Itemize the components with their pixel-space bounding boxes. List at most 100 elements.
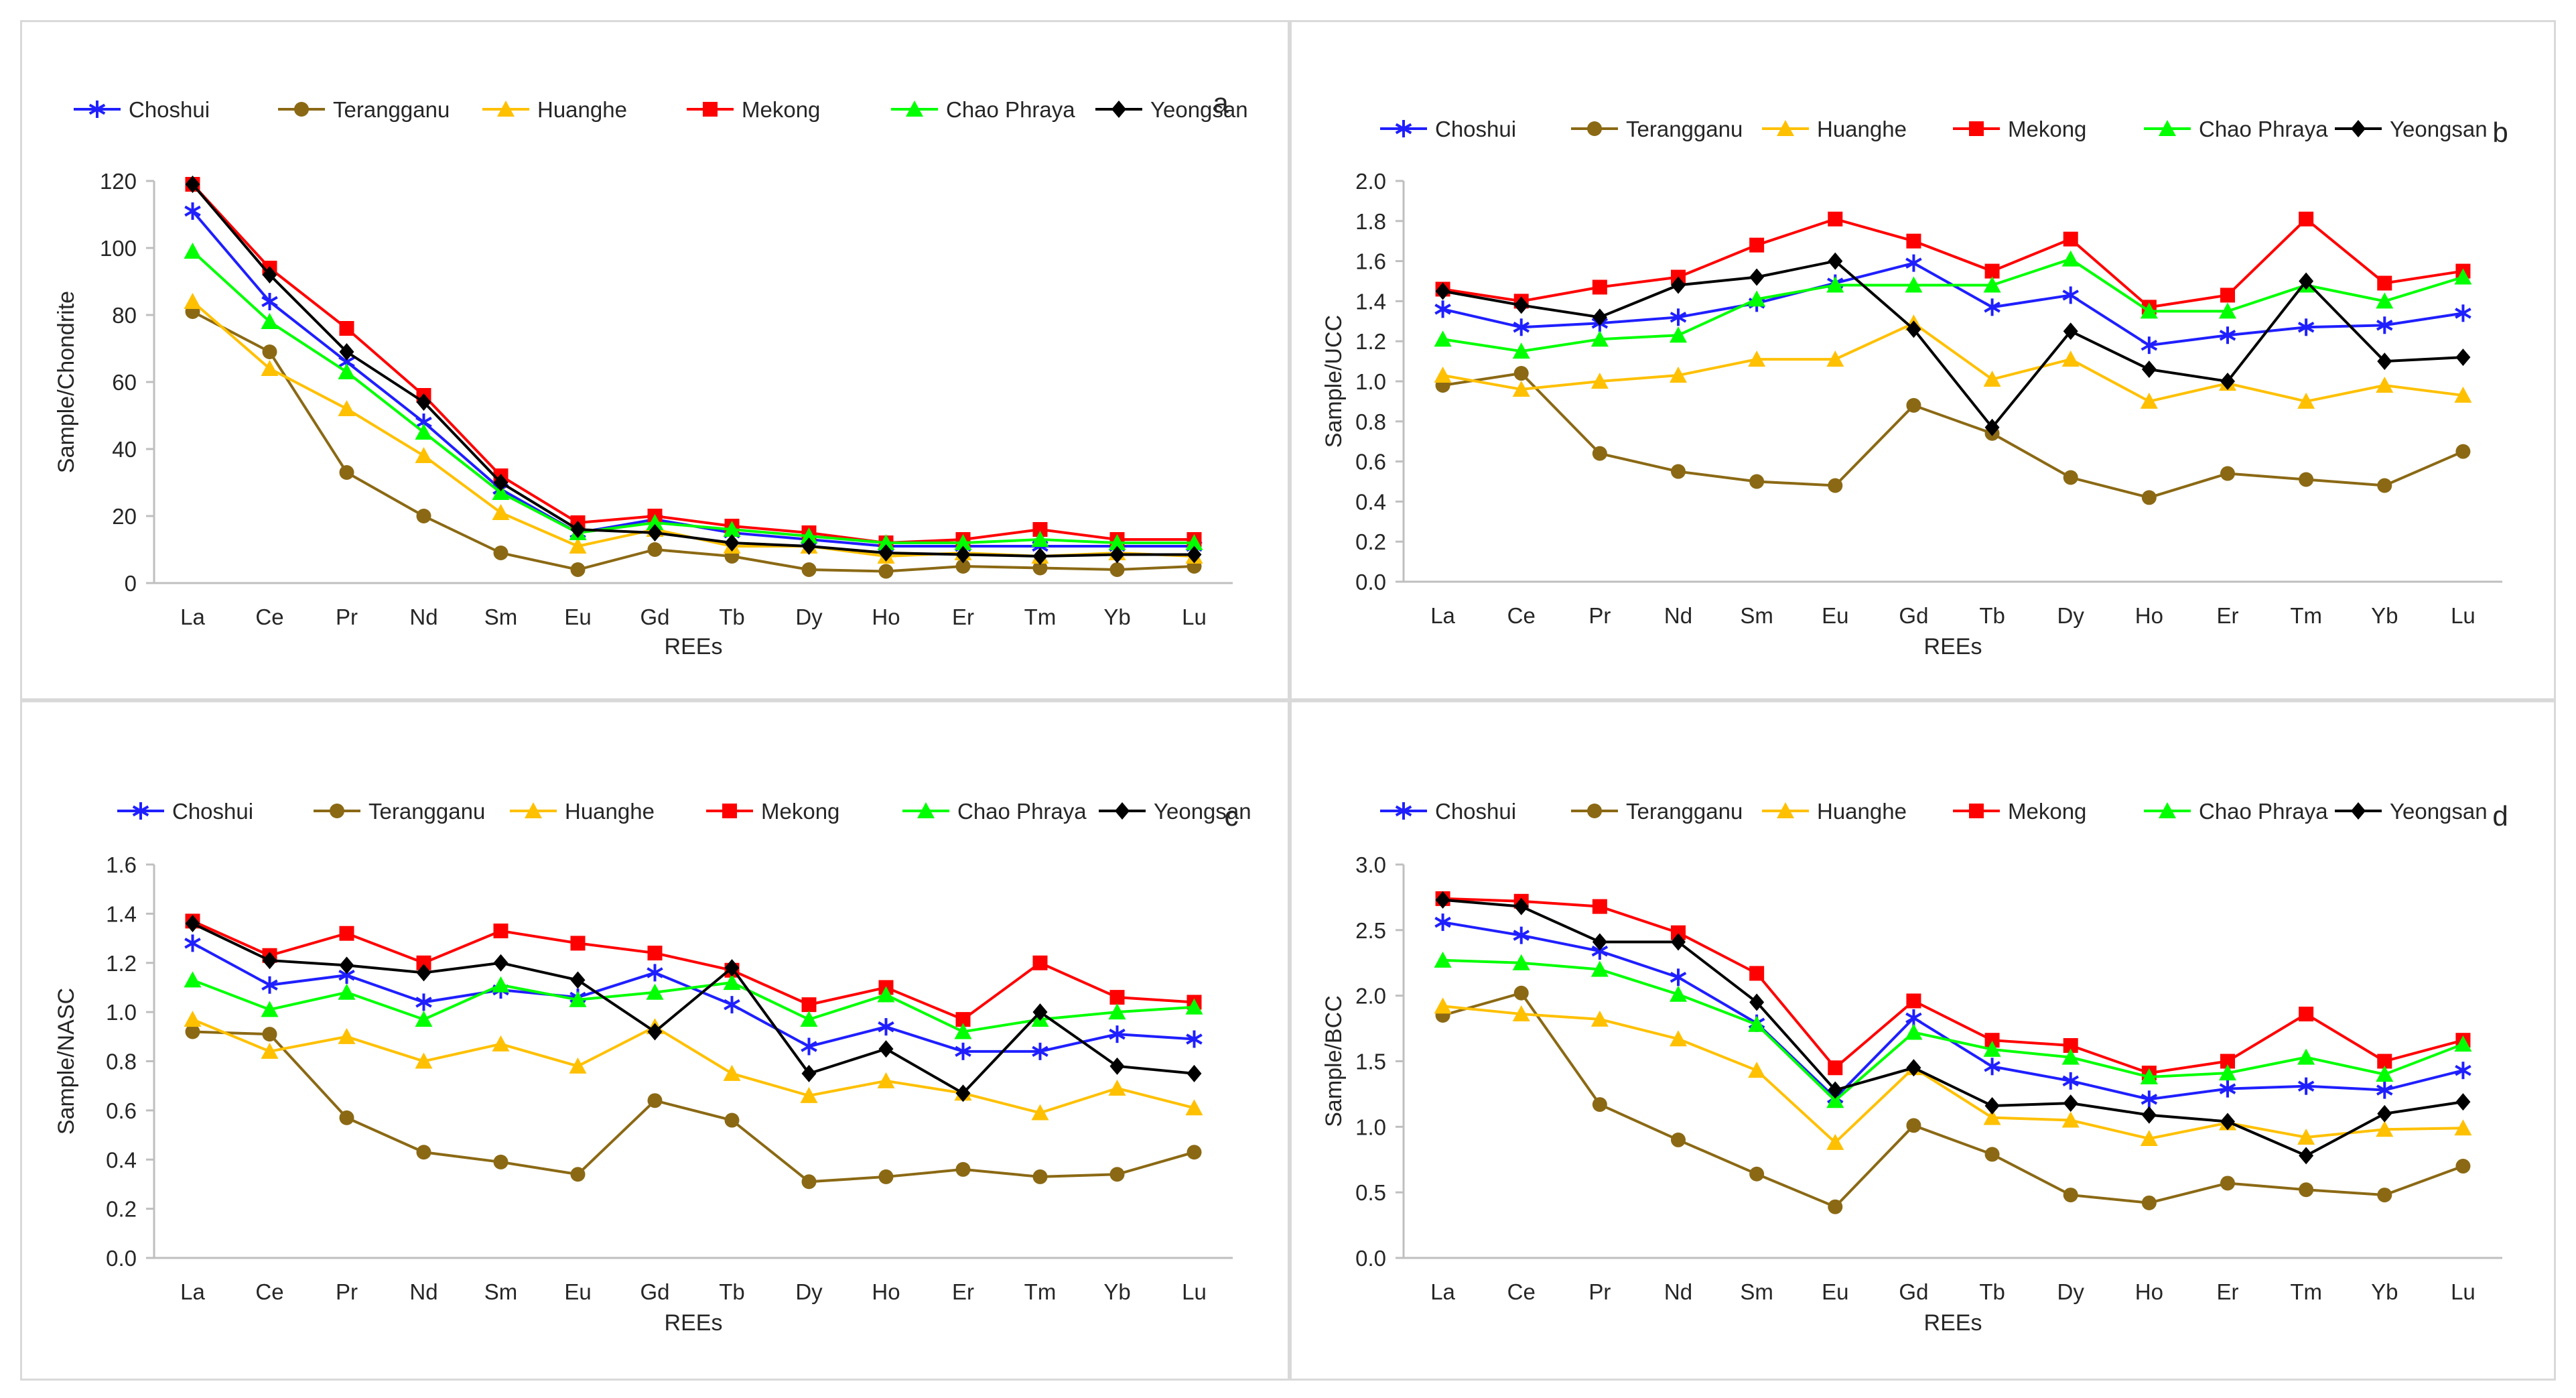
data-point	[2455, 348, 2471, 367]
data-point	[1108, 1079, 1126, 1096]
series-line-mekong	[192, 919, 1195, 1021]
x-tick-label: Ce	[1507, 603, 1536, 628]
series-line-mekong	[1442, 897, 2463, 1075]
data-point	[1434, 300, 1451, 318]
data-point	[724, 959, 740, 977]
x-tick-label: La	[1430, 603, 1455, 628]
data-point	[339, 321, 354, 336]
y-tick-label: 0.6	[1355, 450, 1386, 474]
y-tick-label: 2.5	[1355, 918, 1386, 943]
data-point	[1984, 1058, 2001, 1076]
y-tick-label: 3.0	[1355, 852, 1386, 877]
data-point	[955, 1084, 971, 1102]
legend-item: Choshui	[74, 97, 210, 122]
data-point	[955, 1161, 971, 1177]
data-point	[1590, 1010, 1609, 1027]
data-point	[878, 1040, 894, 1058]
data-point	[1984, 1033, 2000, 1048]
data-point	[1186, 1030, 1203, 1048]
marker-stroke	[724, 999, 740, 1011]
data-point	[415, 993, 432, 1011]
marker-stroke	[647, 967, 663, 978]
data-point	[1828, 211, 1843, 227]
legend-label: Chao Phraya	[2199, 799, 2328, 824]
data-point	[493, 474, 509, 491]
x-tick-label: Ce	[255, 1279, 283, 1304]
data-point	[1513, 897, 1529, 915]
data-point	[2141, 1106, 2157, 1124]
marker-stroke	[261, 296, 278, 308]
legend-marker	[2159, 802, 2176, 818]
legend-item: Huanghe	[482, 97, 627, 122]
y-tick-label: 1.0	[106, 1000, 137, 1025]
marker-stroke	[2219, 329, 2236, 341]
data-point	[493, 924, 509, 939]
data-point	[1671, 276, 1686, 294]
data-point	[1187, 1064, 1202, 1082]
data-point	[1512, 342, 1530, 359]
series-line-terangganu	[1442, 991, 2464, 1209]
data-point	[1748, 1062, 1766, 1078]
legend-label: Mekong	[2008, 117, 2086, 141]
data-point	[2063, 322, 2078, 340]
data-point	[2454, 1035, 2472, 1052]
x-tick-label: Er	[952, 1279, 974, 1304]
y-tick-label: 1.2	[1355, 329, 1386, 354]
legend-label: Terangganu	[1626, 799, 1743, 824]
data-point	[2376, 1121, 2394, 1137]
legend-label: Huanghe	[565, 799, 655, 824]
x-axis-title: REEs	[1924, 634, 1982, 659]
data-point	[955, 1012, 971, 1027]
data-point	[261, 1042, 279, 1059]
legend-item: Choshui	[1380, 799, 1516, 824]
data-point	[2220, 466, 2235, 481]
data-point	[1983, 1108, 2001, 1125]
data-point	[1109, 1057, 1125, 1075]
y-tick-label: 0.5	[1355, 1180, 1386, 1205]
data-point	[877, 986, 895, 1003]
data-point	[262, 266, 277, 283]
data-point	[1109, 546, 1125, 564]
data-point	[1749, 237, 1765, 253]
data-point	[1670, 968, 1687, 987]
data-point	[1905, 254, 1922, 272]
legend-label: Mekong	[761, 799, 839, 824]
data-point	[2063, 1038, 2078, 1054]
y-tick-label: 1.4	[106, 901, 137, 926]
data-point	[569, 1057, 587, 1074]
data-point	[1187, 1145, 1202, 1160]
data-point	[2141, 1195, 2157, 1210]
x-tick-label: Tb	[719, 1279, 745, 1304]
data-point	[2299, 272, 2314, 290]
data-point	[415, 424, 433, 440]
x-tick-label: Nd	[1664, 1279, 1692, 1304]
x-tick-label: Dy	[795, 1279, 823, 1304]
x-tick-label: Pr	[336, 605, 358, 629]
legend-label: Chao Phraya	[2199, 117, 2328, 141]
marker-stroke	[878, 1021, 894, 1033]
x-tick-label: Nd	[409, 605, 437, 629]
marker-stroke	[338, 356, 355, 368]
chart-panel-a: 0 20 40 60 80 100 120 La Ce Pr Nd Sm Eu Gd Tb Dy Ho Er Tm Y…	[54, 87, 1248, 659]
data-point	[1749, 1166, 1765, 1182]
legend-marker	[1587, 804, 1602, 818]
data-point	[2297, 1077, 2315, 1095]
data-point	[2297, 392, 2315, 409]
data-point	[2377, 1188, 2392, 1203]
legend-item: Terangganu	[278, 97, 450, 122]
data-point	[1592, 1097, 1607, 1113]
legend-label: Choshui	[172, 799, 253, 824]
x-tick-label: La	[180, 605, 205, 629]
data-point	[1435, 282, 1450, 300]
data-point	[2140, 1068, 2158, 1084]
x-tick-label: Sm	[1740, 603, 1773, 628]
data-point	[2061, 1048, 2080, 1065]
data-point	[2455, 304, 2471, 322]
data-point	[415, 1052, 433, 1069]
data-point	[1749, 474, 1765, 489]
data-point	[954, 534, 972, 550]
legend-marker	[497, 101, 515, 117]
y-tick-label: 0.4	[1355, 489, 1386, 514]
data-point	[1906, 320, 1921, 338]
data-point	[1031, 1104, 1049, 1121]
